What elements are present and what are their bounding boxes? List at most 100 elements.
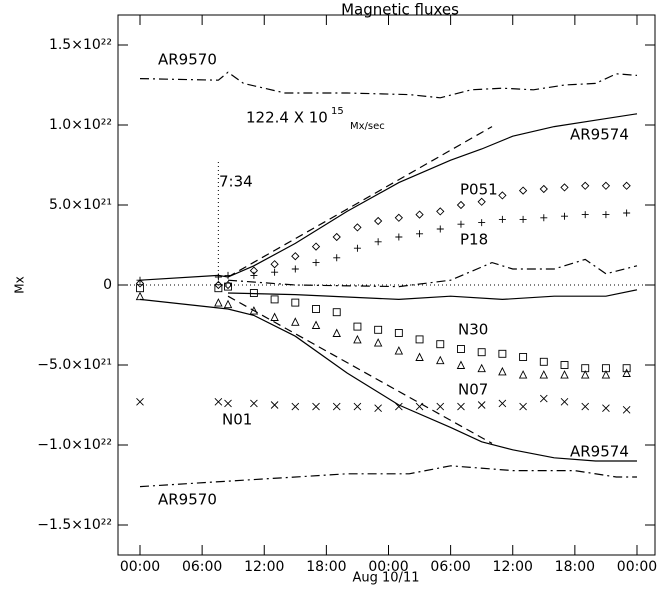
plus-marker [540, 214, 548, 222]
triangle-marker [456, 360, 466, 369]
x-tick-label: 00:00 [617, 559, 657, 575]
square-marker [136, 284, 144, 293]
x-axis-label: Aug 10/11 [353, 571, 420, 586]
series-label: P051 [460, 181, 498, 199]
plus-marker [436, 225, 444, 233]
cross-marker [214, 397, 223, 406]
cross-marker [415, 402, 424, 411]
plus-marker [333, 254, 341, 262]
plus-marker [214, 273, 222, 281]
plus-marker [312, 259, 320, 267]
triangle-marker [477, 363, 486, 373]
plus-marker [395, 233, 403, 241]
triangle-marker [135, 291, 145, 301]
series-line [227, 258, 638, 288]
cross-marker [270, 401, 279, 409]
plus-marker [498, 215, 506, 223]
triangle-marker [214, 298, 223, 307]
diamond-marker [560, 183, 569, 192]
square-marker [539, 357, 548, 366]
diamond-marker [374, 216, 383, 226]
diamond-marker [214, 280, 223, 290]
cross-marker [602, 404, 610, 413]
series-label: AR9570 [158, 491, 217, 509]
plus-marker [623, 209, 631, 217]
diamond-marker [601, 181, 611, 190]
square-marker [332, 308, 341, 317]
plus-marker [457, 220, 465, 228]
cross-marker [374, 404, 382, 413]
plus-marker [353, 244, 361, 252]
triangle-marker [436, 355, 445, 365]
y-axis-label: Mx [13, 276, 27, 293]
diamond-marker [498, 191, 507, 200]
triangle-marker [394, 346, 404, 355]
cross-marker [332, 402, 341, 411]
y-tick-label: 1.0×10²² [49, 117, 112, 133]
time-annotation: 7:34 [219, 173, 253, 191]
series-line [227, 289, 638, 301]
diamond-marker [135, 279, 145, 288]
rate-unit: Mx/sec [350, 121, 385, 132]
x-tick-label: 12:00 [244, 559, 284, 575]
cross-marker [560, 397, 569, 406]
cross-marker [457, 402, 465, 411]
square-marker [457, 345, 465, 353]
diamond-marker [332, 232, 341, 242]
square-marker [291, 298, 300, 307]
y-tick-label: −5.0×10²¹ [37, 357, 112, 373]
cross-marker [581, 402, 590, 411]
cross-marker [519, 402, 527, 411]
y-tick-label: 5.0×10²¹ [49, 197, 112, 213]
plus-marker [374, 238, 382, 246]
y-tick-label: −1.0×10²² [37, 437, 112, 453]
plus-marker [416, 230, 424, 238]
cross-marker [498, 399, 507, 408]
plus-marker [271, 268, 279, 276]
square-marker [224, 282, 232, 291]
triangle-marker [311, 320, 321, 329]
square-marker [436, 340, 445, 349]
square-marker [560, 361, 569, 369]
square-marker [270, 295, 279, 304]
triangle-marker [601, 370, 611, 379]
triangle-marker [498, 366, 507, 376]
series-label: N01 [222, 411, 252, 429]
plus-marker [519, 215, 527, 223]
triangle-marker [415, 352, 424, 361]
series-label: P18 [460, 231, 488, 249]
diamond-marker [415, 210, 424, 219]
x-tick-label: 06:00 [430, 559, 470, 575]
plus-marker [224, 271, 232, 279]
series-label: AR9574 [570, 126, 629, 144]
plus-marker [136, 276, 144, 284]
x-tick-label: 18:00 [306, 559, 346, 575]
triangle-marker [291, 317, 300, 326]
plus-marker [581, 211, 589, 219]
square-marker [249, 289, 258, 297]
cross-marker [622, 405, 631, 414]
x-tick-label: 00:00 [368, 559, 408, 575]
diamond-marker [270, 260, 279, 269]
rate-exponent: 15 [331, 106, 344, 117]
cross-marker [395, 402, 403, 411]
square-marker [312, 305, 320, 313]
cross-marker [477, 401, 486, 409]
diamond-marker [436, 207, 445, 216]
square-marker [353, 322, 362, 331]
triangle-marker [353, 334, 362, 344]
series-line [139, 465, 637, 488]
plus-marker [561, 212, 569, 220]
y-tick-label: −1.5×10²² [37, 517, 112, 533]
cross-marker [436, 402, 445, 411]
series-line [139, 71, 638, 99]
rate-annotation: 122.4 X 10 [246, 109, 328, 127]
series-label: AR9570 [158, 51, 217, 69]
square-marker [622, 364, 631, 373]
triangle-marker [373, 338, 383, 347]
y-tick-label: 0 [103, 277, 112, 293]
cross-marker [250, 399, 258, 408]
series-label: N07 [458, 381, 488, 399]
diamond-marker [622, 181, 631, 190]
series-line [227, 126, 493, 278]
